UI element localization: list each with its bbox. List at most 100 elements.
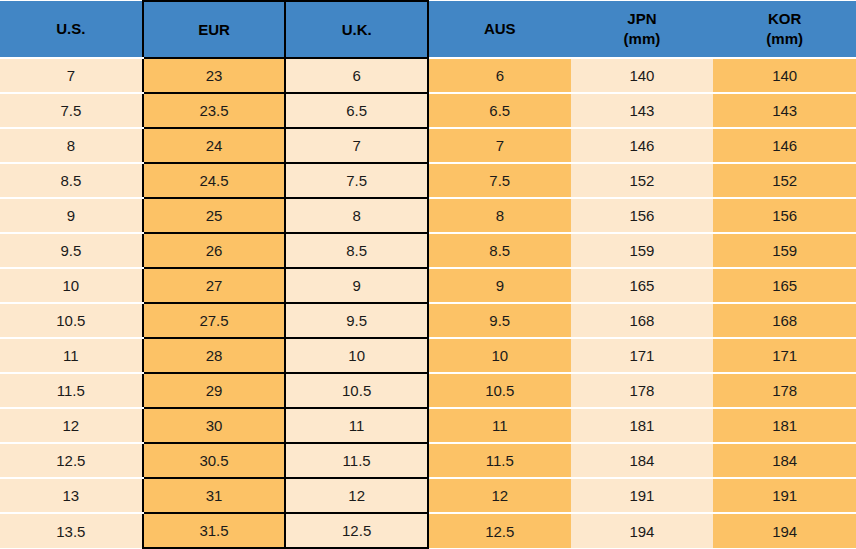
cell-uk: 11 <box>285 408 428 443</box>
cell-uk: 7 <box>285 128 428 163</box>
cell-jpn: 143 <box>571 93 714 128</box>
table-row: 7.523.56.56.5143143 <box>0 93 856 128</box>
cell-aus: 10 <box>428 338 571 373</box>
column-header-uk-label: U.K. <box>286 20 427 40</box>
cell-kor: 171 <box>713 338 856 373</box>
cell-kor: 168 <box>713 303 856 338</box>
cell-eur: 23.5 <box>143 93 286 128</box>
cell-aus: 12 <box>428 478 571 513</box>
cell-eur: 25 <box>143 198 286 233</box>
cell-us: 10.5 <box>0 303 143 338</box>
cell-us: 13.5 <box>0 513 143 548</box>
table-row: 102799165165 <box>0 268 856 303</box>
cell-jpn: 184 <box>571 443 714 478</box>
cell-us: 7 <box>0 58 143 93</box>
cell-us: 9.5 <box>0 233 143 268</box>
cell-aus: 6 <box>428 58 571 93</box>
cell-jpn: 191 <box>571 478 714 513</box>
cell-uk: 8 <box>285 198 428 233</box>
cell-eur: 27.5 <box>143 303 286 338</box>
table-row: 82477146146 <box>0 128 856 163</box>
column-header-uk: U.K. <box>285 1 428 58</box>
cell-aus: 11 <box>428 408 571 443</box>
cell-eur: 29 <box>143 373 286 408</box>
column-header-kor-label: KOR <box>713 9 856 29</box>
cell-kor: 146 <box>713 128 856 163</box>
cell-us: 9 <box>0 198 143 233</box>
cell-jpn: 156 <box>571 198 714 233</box>
cell-jpn: 159 <box>571 233 714 268</box>
table-row: 9.5268.58.5159159 <box>0 233 856 268</box>
column-header-aus-label: AUS <box>429 19 571 39</box>
table-body: 723661401407.523.56.56.51431438247714614… <box>0 58 856 548</box>
cell-jpn: 178 <box>571 373 714 408</box>
column-header-kor: KOR (mm) <box>713 1 856 58</box>
table-row: 92588156156 <box>0 198 856 233</box>
cell-eur: 28 <box>143 338 286 373</box>
cell-uk: 6 <box>285 58 428 93</box>
cell-aus: 6.5 <box>428 93 571 128</box>
cell-aus: 8 <box>428 198 571 233</box>
cell-us: 8 <box>0 128 143 163</box>
cell-uk: 12.5 <box>285 513 428 548</box>
cell-kor: 191 <box>713 478 856 513</box>
size-conversion-table: U.S. EUR U.K. AUS JPN (mm) KOR (mm) 7236… <box>0 0 856 549</box>
cell-uk: 9.5 <box>285 303 428 338</box>
column-header-aus: AUS <box>428 1 571 58</box>
cell-uk: 7.5 <box>285 163 428 198</box>
cell-eur: 27 <box>143 268 286 303</box>
cell-kor: 181 <box>713 408 856 443</box>
cell-aus: 9.5 <box>428 303 571 338</box>
cell-us: 11.5 <box>0 373 143 408</box>
cell-jpn: 181 <box>571 408 714 443</box>
cell-us: 10 <box>0 268 143 303</box>
cell-kor: 140 <box>713 58 856 93</box>
table-row: 72366140140 <box>0 58 856 93</box>
cell-eur: 30.5 <box>143 443 286 478</box>
cell-aus: 8.5 <box>428 233 571 268</box>
column-header-jpn-label: JPN <box>571 9 714 29</box>
cell-uk: 6.5 <box>285 93 428 128</box>
cell-us: 13 <box>0 478 143 513</box>
cell-aus: 12.5 <box>428 513 571 548</box>
table-row: 13.531.512.512.5194194 <box>0 513 856 548</box>
column-header-us: U.S. <box>0 1 143 58</box>
cell-uk: 10 <box>285 338 428 373</box>
cell-kor: 184 <box>713 443 856 478</box>
cell-us: 12 <box>0 408 143 443</box>
cell-kor: 165 <box>713 268 856 303</box>
cell-aus: 10.5 <box>428 373 571 408</box>
cell-eur: 31.5 <box>143 513 286 548</box>
cell-eur: 26 <box>143 233 286 268</box>
cell-kor: 159 <box>713 233 856 268</box>
column-header-us-label: U.S. <box>0 19 142 39</box>
cell-us: 12.5 <box>0 443 143 478</box>
cell-eur: 31 <box>143 478 286 513</box>
cell-jpn: 194 <box>571 513 714 548</box>
cell-kor: 156 <box>713 198 856 233</box>
table-row: 13311212191191 <box>0 478 856 513</box>
cell-aus: 11.5 <box>428 443 571 478</box>
cell-uk: 10.5 <box>285 373 428 408</box>
cell-eur: 30 <box>143 408 286 443</box>
cell-jpn: 171 <box>571 338 714 373</box>
table-row: 11281010171171 <box>0 338 856 373</box>
cell-uk: 12 <box>285 478 428 513</box>
cell-jpn: 168 <box>571 303 714 338</box>
cell-eur: 24 <box>143 128 286 163</box>
table-header: U.S. EUR U.K. AUS JPN (mm) KOR (mm) <box>0 1 856 58</box>
column-header-jpn-unit: (mm) <box>571 29 714 49</box>
table-row: 12.530.511.511.5184184 <box>0 443 856 478</box>
column-header-eur: EUR <box>143 1 286 58</box>
cell-kor: 178 <box>713 373 856 408</box>
cell-aus: 7 <box>428 128 571 163</box>
cell-uk: 11.5 <box>285 443 428 478</box>
header-row: U.S. EUR U.K. AUS JPN (mm) KOR (mm) <box>0 1 856 58</box>
cell-kor: 194 <box>713 513 856 548</box>
table-row: 12301111181181 <box>0 408 856 443</box>
cell-aus: 9 <box>428 268 571 303</box>
cell-us: 11 <box>0 338 143 373</box>
cell-jpn: 152 <box>571 163 714 198</box>
table-row: 10.527.59.59.5168168 <box>0 303 856 338</box>
cell-eur: 23 <box>143 58 286 93</box>
